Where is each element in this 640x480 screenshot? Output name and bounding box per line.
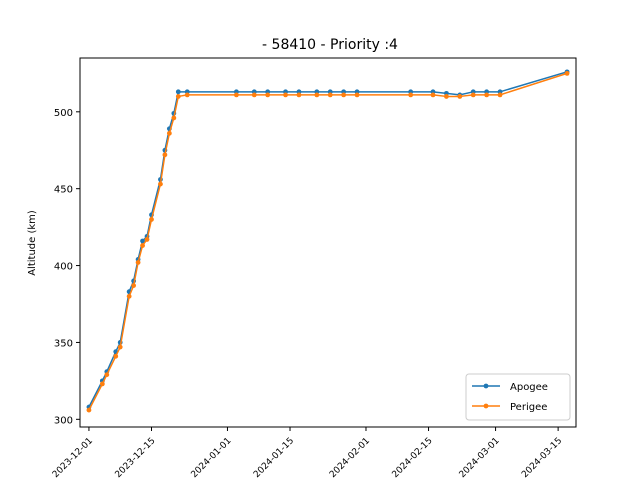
perigee-point bbox=[296, 92, 302, 98]
legend-box bbox=[465, 373, 571, 421]
chart-title: - 58410 - Priority :4 bbox=[262, 37, 398, 53]
perigee-point bbox=[135, 260, 141, 265]
perigee-point bbox=[265, 92, 271, 98]
perigee-point bbox=[430, 92, 436, 98]
perigee-point bbox=[233, 92, 239, 98]
x-tick-label: 2024-03-01 bbox=[458, 436, 502, 480]
perigee-point bbox=[470, 92, 476, 98]
perigee-point bbox=[131, 283, 137, 288]
x-tick-label: 2024-01-01 bbox=[190, 436, 234, 480]
perigee-point bbox=[126, 293, 132, 299]
perigee-series-line bbox=[88, 72, 568, 411]
apogee-series-line bbox=[88, 71, 568, 408]
perigee-point bbox=[341, 92, 347, 98]
legend: Apogee Perigee bbox=[465, 373, 571, 421]
perigee-point bbox=[457, 94, 463, 99]
perigee-point bbox=[408, 92, 414, 98]
x-tick-label: 2024-03-15 bbox=[520, 436, 564, 480]
y-tick-label: 300 bbox=[54, 415, 73, 426]
legend-perigee-label: Perigee bbox=[510, 402, 547, 413]
y-tick-label: 350 bbox=[54, 338, 73, 349]
legend-apogee-label: Apogee bbox=[510, 382, 548, 393]
legend-perigee-marker bbox=[483, 403, 489, 409]
perigee-point bbox=[144, 237, 150, 242]
perigee-point bbox=[113, 353, 119, 359]
perigee-point bbox=[104, 372, 110, 378]
perigee-point bbox=[327, 92, 333, 98]
perigee-point bbox=[162, 152, 168, 158]
legend-apogee-marker bbox=[483, 383, 489, 389]
perigee-point bbox=[86, 407, 92, 413]
apogee-point bbox=[175, 89, 181, 95]
perigee-point bbox=[175, 94, 181, 99]
y-tick-label: 500 bbox=[54, 108, 73, 119]
y-axis-label: Altitude (km) bbox=[27, 210, 38, 276]
perigee-point bbox=[484, 92, 490, 98]
y-tick-label: 400 bbox=[54, 262, 73, 273]
perigee-point bbox=[497, 92, 503, 98]
perigee-point bbox=[184, 92, 190, 98]
x-tick-label: 2023-12-15 bbox=[114, 436, 158, 480]
perigee-point bbox=[149, 217, 154, 222]
perigee-point bbox=[99, 381, 105, 387]
perigee-point bbox=[564, 70, 570, 76]
perigee-point bbox=[283, 92, 288, 98]
perigee-point bbox=[171, 115, 177, 121]
x-tick-label: 2024-02-15 bbox=[391, 436, 435, 480]
perigee-point bbox=[117, 344, 123, 350]
perigee-point bbox=[158, 181, 163, 187]
perigee-point bbox=[354, 92, 360, 98]
perigee-point bbox=[444, 94, 449, 99]
x-tick-label: 2023-12-01 bbox=[51, 436, 95, 480]
x-tick-label: 2024-02-01 bbox=[328, 436, 372, 480]
x-tick-label: 2024-01-15 bbox=[252, 436, 296, 480]
apogee-point bbox=[140, 238, 145, 244]
perigee-point bbox=[166, 130, 172, 136]
perigee-point bbox=[251, 92, 257, 98]
plot-frame bbox=[79, 57, 577, 428]
perigee-point bbox=[140, 243, 145, 248]
y-tick-label: 450 bbox=[54, 185, 73, 196]
perigee-point bbox=[314, 92, 320, 98]
